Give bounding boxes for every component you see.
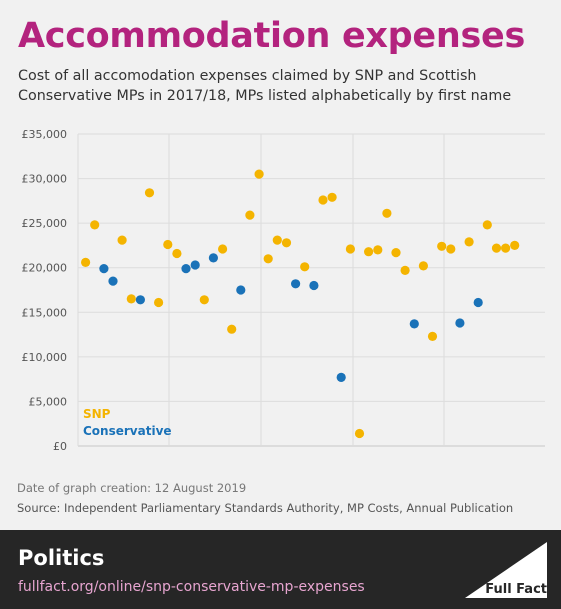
data-point-snp [272,235,282,245]
y-tick-label: £10,000 [22,351,68,364]
data-point-conservative [473,297,483,308]
y-tick-label: £5,000 [29,395,68,408]
legend: SNP Conservative [83,407,172,438]
data-point-conservative [291,279,301,289]
data-point-snp [446,244,456,254]
data-point-conservative [336,372,346,382]
data-point-snp [227,324,237,334]
page-title: Accommodation expenses [18,16,525,56]
data-point-snp [501,243,511,253]
data-point-snp [391,248,401,258]
data-point-snp [163,239,173,250]
legend-item-conservative: Conservative [83,424,172,438]
data-point-snp [90,220,100,230]
data-point-snp [382,208,392,218]
data-point-snp [144,188,155,198]
data-point-snp [263,254,273,264]
data-point-snp [345,244,355,254]
footer: Politics fullfact.org/online/snp-conserv… [0,530,561,609]
data-point-snp [245,210,255,220]
source-citation: Source: Independent Parliamentary Standa… [17,501,514,515]
data-point-snp [172,248,182,259]
data-point-snp [437,241,447,251]
data-point-conservative [181,264,191,274]
logo-text: Full Fact [485,582,547,597]
footer-url-link[interactable]: fullfact.org/online/snp-conservative-mp-… [18,579,365,595]
data-point-snp [491,243,502,253]
data-point-snp [327,192,337,202]
legend-item-snp: SNP [83,407,111,421]
y-axis-labels: £0 £5,000 £10,000 £15,000 £20,000 £25,000 £30,… [22,128,68,453]
data-point-snp [373,245,383,255]
data-point-snp [427,331,438,341]
data-point-snp [300,262,310,272]
data-point-snp [510,240,520,250]
data-point-snp [400,265,410,275]
y-tick-label: £25,000 [22,217,68,230]
data-point-snp [418,261,428,271]
y-tick-label: £0 [53,440,67,453]
y-tick-label: £30,000 [22,173,68,186]
data-point-conservative [309,280,319,291]
data-point-snp [218,244,228,254]
data-point-snp [364,247,374,257]
footer-section-label: Politics [18,546,105,570]
gridlines [77,133,545,447]
data-point-snp [482,220,492,230]
date-of-creation: Date of graph creation: 12 August 2019 [17,481,247,495]
data-point-snp [254,169,264,179]
y-tick-label: £20,000 [22,262,68,275]
data-point-snp [126,294,136,304]
y-tick-label: £15,000 [22,306,68,319]
data-point-conservative [135,295,145,305]
data-point-snp [464,237,474,247]
data-point-conservative [99,264,109,274]
data-point-conservative [208,253,218,263]
data-point-conservative [409,319,419,329]
logo-triangle-icon [465,542,547,598]
data-point-conservative [190,260,200,270]
scatter-chart: £0 £5,000 £10,000 £15,000 £20,000 £25,000 £30,… [22,128,545,453]
data-point-snp [154,297,164,308]
data-points [81,169,520,439]
data-point-snp [81,257,91,267]
y-tick-label: £35,000 [22,128,68,141]
data-point-conservative [236,285,246,295]
data-point-conservative [108,276,118,286]
page-subtitle: Cost of all accomodation expenses claime… [18,68,512,104]
data-point-snp [318,195,328,205]
data-point-snp [354,428,365,439]
data-point-snp [199,295,209,305]
data-point-snp [117,235,127,245]
full-fact-logo: Full Fact [465,542,547,598]
data-point-conservative [455,318,465,328]
data-point-snp [281,238,292,248]
